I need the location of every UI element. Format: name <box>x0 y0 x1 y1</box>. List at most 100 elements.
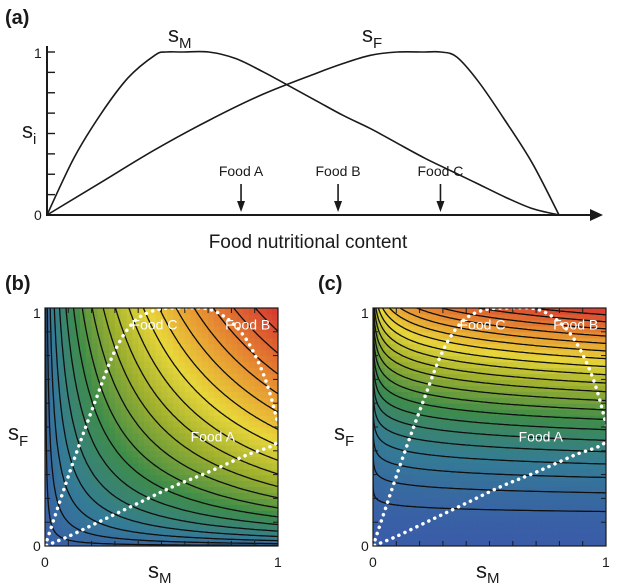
heatmap-cell <box>373 313 380 321</box>
heatmap-cell <box>512 438 520 446</box>
heatmap-cell <box>407 528 415 535</box>
heatmap-cell <box>266 462 273 470</box>
heatmap-cell <box>419 468 427 476</box>
heatmap-cell <box>378 492 386 499</box>
heatmap-cell <box>495 391 502 398</box>
heatmap-cell <box>120 462 128 470</box>
heatmap-cell <box>600 528 606 535</box>
heatmap-cell <box>431 498 438 505</box>
heatmap-cell <box>68 403 75 410</box>
heatmap-cell <box>173 373 180 380</box>
heatmap-cell <box>79 474 87 482</box>
heatmap-cell <box>103 308 110 315</box>
heatmap-cell <box>213 337 221 345</box>
heatmap-cell <box>62 415 69 422</box>
heatmap-cell <box>219 349 227 357</box>
heatmap-cell <box>373 540 380 546</box>
heatmap-cell <box>173 325 180 333</box>
heatmap-cell <box>138 343 145 351</box>
heatmap-cell <box>536 516 543 523</box>
heatmap-cell <box>62 397 69 404</box>
heatmap-cell <box>173 468 180 476</box>
heatmap-cell <box>50 498 58 505</box>
heatmap-cell <box>454 313 461 321</box>
heatmap-cell <box>425 403 432 410</box>
heatmap-cell <box>50 462 58 470</box>
heatmap-cell <box>454 409 461 416</box>
heatmap-cell <box>62 462 69 470</box>
heatmap-cell <box>530 468 537 476</box>
heatmap-cell <box>594 438 601 446</box>
heatmap-cell <box>506 337 514 345</box>
heatmap-cell <box>506 415 514 422</box>
heatmap-cell <box>553 409 560 416</box>
heatmap-cell <box>576 432 584 440</box>
heatmap-cell <box>266 415 273 422</box>
heatmap-cell <box>378 486 386 494</box>
heatmap-cell <box>219 444 227 452</box>
heatmap-cell <box>495 367 502 375</box>
heatmap-cell <box>524 337 531 345</box>
heatmap-cell <box>254 480 262 488</box>
heatmap-cell <box>132 337 139 345</box>
heatmap-cell <box>437 528 444 535</box>
heatmap-cell <box>460 486 467 494</box>
heatmap-cell <box>243 528 250 535</box>
heatmap-cell <box>501 325 508 333</box>
heatmap-cell <box>225 421 232 428</box>
heatmap-cell <box>431 474 438 482</box>
heatmap-cell <box>213 492 221 499</box>
heatmap-cell <box>407 456 415 464</box>
heatmap-cell <box>594 498 601 505</box>
heatmap-cell <box>149 468 157 476</box>
heatmap-cell <box>495 492 502 499</box>
heatmap-cell <box>547 415 555 422</box>
heatmap-cell <box>477 528 485 535</box>
heatmap-cell <box>536 337 543 345</box>
heatmap-cell <box>45 438 52 446</box>
heatmap-cell <box>588 438 595 446</box>
heatmap-cell <box>425 474 432 482</box>
heatmap-cell <box>120 522 128 529</box>
heatmap-cell <box>413 319 421 327</box>
heatmap-cell <box>144 337 151 345</box>
heatmap-cell <box>68 319 75 327</box>
heatmap-cell <box>68 450 75 458</box>
heatmap-cell <box>144 516 151 523</box>
heatmap-cell <box>373 498 380 505</box>
heatmap-cell <box>489 522 496 529</box>
heatmap-cell <box>431 409 438 416</box>
heatmap-cell <box>103 474 110 482</box>
heatmap-cell <box>74 397 81 404</box>
heatmap-cell <box>120 492 128 499</box>
heatmap-cell <box>425 331 432 339</box>
heatmap-cell <box>466 468 473 476</box>
heatmap-cell <box>79 432 87 440</box>
heatmap-cell <box>588 510 595 517</box>
heatmap-cell <box>132 343 139 351</box>
heatmap-cell <box>454 474 461 482</box>
heatmap-cell <box>248 385 256 392</box>
heatmap-cell <box>472 480 479 488</box>
heatmap-cell <box>571 444 578 452</box>
heatmap-cell <box>161 415 168 422</box>
heatmap-cell <box>571 528 578 535</box>
heatmap-cell <box>248 474 256 482</box>
heatmap-cell <box>97 486 104 494</box>
heatmap-cell <box>155 355 163 363</box>
heatmap-cell <box>126 522 133 529</box>
heatmap-cell <box>126 474 133 482</box>
heatmap-cell <box>114 540 122 546</box>
heatmap-cell <box>56 415 64 422</box>
heatmap-cell <box>190 468 198 476</box>
heatmap-cell <box>553 456 560 464</box>
heatmap-cell <box>190 498 198 505</box>
heatmap-cell <box>208 343 215 351</box>
heatmap-cell <box>225 468 232 476</box>
heatmap-cell <box>501 438 508 446</box>
heatmap-cell <box>45 325 52 333</box>
heatmap-cell <box>553 355 560 363</box>
heatmap-cell <box>460 313 467 321</box>
heatmap-cell <box>407 468 415 476</box>
heatmap-cell <box>477 403 485 410</box>
